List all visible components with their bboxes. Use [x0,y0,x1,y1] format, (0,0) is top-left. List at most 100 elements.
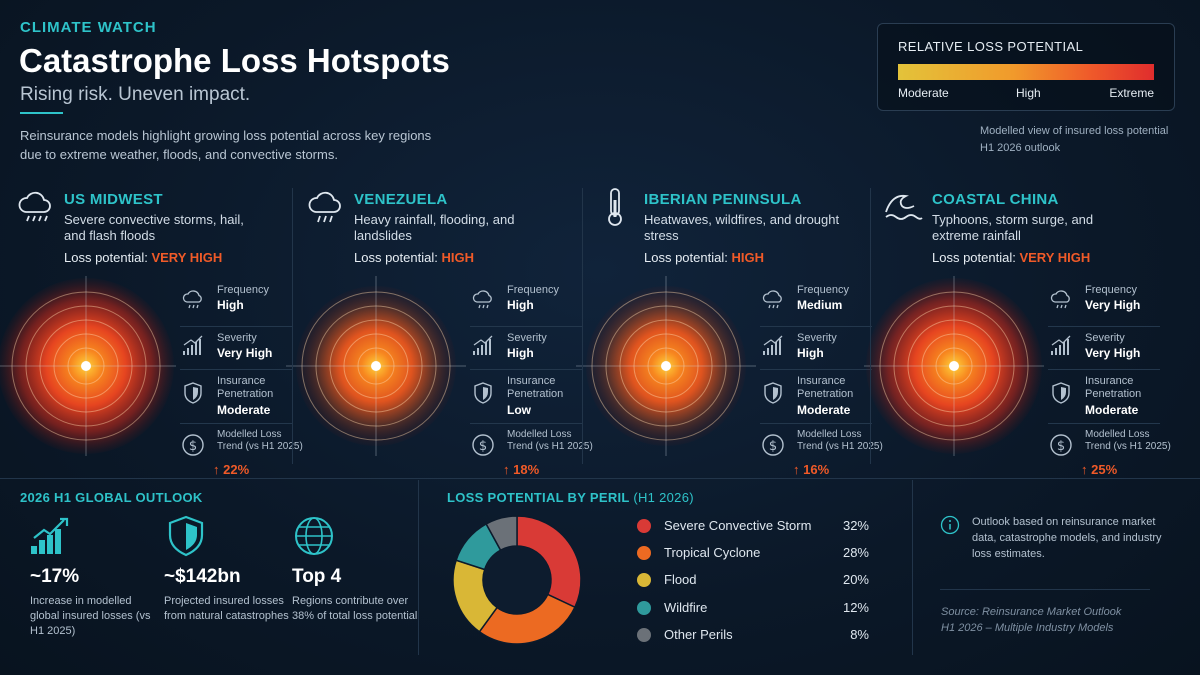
peril-value-label: 28% [842,545,869,561]
trend-sub-label: Trend (vs H1 2025) [797,441,883,452]
bar-chart-icon [1051,335,1071,355]
bar-chart-icon [763,335,783,355]
metric-value: Very High [1085,298,1141,312]
region-description: Typhoons, storm surge, and extreme rainf… [932,212,1094,243]
region-card: VENEZUELA Heavy rainfall, flooding, and … [286,186,593,477]
note-divider [940,589,1150,590]
peril-legend-item: Severe Convective Storm 32% [637,516,877,536]
cloud-icon [182,290,202,309]
title-accent-rule [20,112,63,114]
kpi-description: Increase in modelled global insured loss… [30,595,151,637]
section-divider [0,478,1200,479]
svg-text:$: $ [189,439,197,454]
peril-chart-title-suffix: (H1 2026) [633,490,694,505]
trend-sub-label: Trend (vs H1 2025) [1085,441,1171,452]
risk-heat-target [576,276,756,456]
loss-potential-value: VERY HIGH [1019,250,1091,265]
trend-label: Modelled Loss [507,429,572,440]
metric-severity: Severity High [760,327,872,370]
cloud-icon [1050,290,1070,309]
metric-frequency: Frequency High [180,284,292,327]
peril-color-dot [637,573,651,588]
source-line1: Source: Reinsurance Market Outlook [941,606,1122,618]
metric-label: Frequency [1085,284,1137,296]
trend-value: ↑ 18% [503,462,540,477]
peril-value-label: 12% [842,599,869,615]
region-metrics: Frequency Medium Severity High Insurance… [760,284,883,477]
shield-icon [184,382,202,404]
metric-loss-trend: $ Modelled Loss Trend (vs H1 2025) ↑ 18% [470,424,593,477]
metric-value: High [217,298,244,312]
region-description: Heavy rainfall, flooding, and landslides [354,212,515,243]
metric-value: Medium [797,298,843,312]
loss-potential-value: HIGH [441,250,474,265]
metric-value: High [797,346,824,360]
metric-label: Frequency [217,284,269,296]
peril-name: Flood [664,572,697,588]
metric-value: Low [507,403,531,417]
loss-potential-label: Loss potential: [354,250,438,265]
loss-potential-value: HIGH [731,250,764,265]
growth-chart-icon [31,517,69,554]
risk-heat-target [286,276,466,456]
metric-penetration: Insurance Penetration Moderate [180,370,292,424]
legend-gradient-bar [898,64,1154,80]
thermometer-icon [608,188,622,226]
loss-potential-label: Loss potential: [932,250,1016,265]
info-icon [940,515,960,535]
bar-chart-icon [183,335,203,355]
trend-value: ↑ 16% [793,462,830,477]
metric-label: Frequency [797,284,849,296]
region-loss-potential: Loss potential: VERY HIGH [64,250,222,265]
shield-icon [764,382,782,404]
loss-potential-label: Loss potential: [644,250,728,265]
region-name: COASTAL CHINA [932,191,1059,208]
region-metrics: Frequency High Severity Very High Insura… [180,284,303,477]
metric-value: High [507,298,534,312]
region-name: US MIDWEST [64,191,163,208]
cloud-icon [762,290,782,309]
region-loss-potential: Loss potential: HIGH [354,250,474,265]
region-divider [870,188,871,464]
page-title: Catastrophe Loss Hotspots [19,42,450,79]
region-loss-potential: Loss potential: VERY HIGH [932,250,1090,265]
rain-cloud-icon [308,191,341,223]
peril-name: Tropical Cyclone [664,545,761,561]
metric-value: Moderate [1085,403,1139,417]
peril-legend-item: Flood 20% [637,570,877,590]
shield-icon [168,515,204,557]
trend-sub-label: Trend (vs H1 2025) [507,441,593,452]
peril-name: Wildfire [664,599,708,615]
kpi-description: Projected insured losses from natural ca… [164,595,289,622]
peril-value-label: 8% [850,626,869,642]
metric-frequency: Frequency Medium [760,284,872,327]
region-card: US MIDWEST Severe convective storms, hai… [0,186,303,477]
metric-value: High [507,346,534,360]
legend-label-high: Extreme [1109,86,1154,100]
metric-penetration: Insurance Penetration Moderate [760,370,872,424]
metric-label: Severity [217,332,257,344]
peril-color-dot [637,546,651,561]
section-divider [912,480,913,655]
peril-legend-item: Other Perils 8% [637,625,877,645]
peril-color-dot [637,600,651,615]
region-card: IBERIAN PENINSULA Heatwaves, wildfires, … [576,186,883,477]
trend-label: Modelled Loss [797,429,862,440]
metric-severity: Severity Very High [1048,327,1160,370]
legend-label-mid: High [1016,86,1041,100]
region-name: IBERIAN PENINSULA [644,191,802,208]
metric-label: Modelled Loss Trend (vs H1 2025) [217,429,303,453]
risk-heat-target [0,276,176,456]
dollar-icon: $ [762,434,784,456]
outlook-title: 2026 H1 GLOBAL OUTLOOK [20,490,203,505]
wave-icon [885,194,923,220]
dollar-icon: $ [1050,434,1072,456]
metric-frequency: Frequency Very High [1048,284,1160,327]
outlook-note: Outlook based on reinsurance market data… [972,516,1162,560]
loss-potential-value: VERY HIGH [151,250,223,265]
metric-value: Very High [1085,346,1141,360]
metric-label: Severity [1085,332,1125,344]
metric-value: Moderate [797,403,851,417]
metric-label: Insurance Penetration [507,375,564,400]
kpi-value: ~$142bn [164,566,241,587]
